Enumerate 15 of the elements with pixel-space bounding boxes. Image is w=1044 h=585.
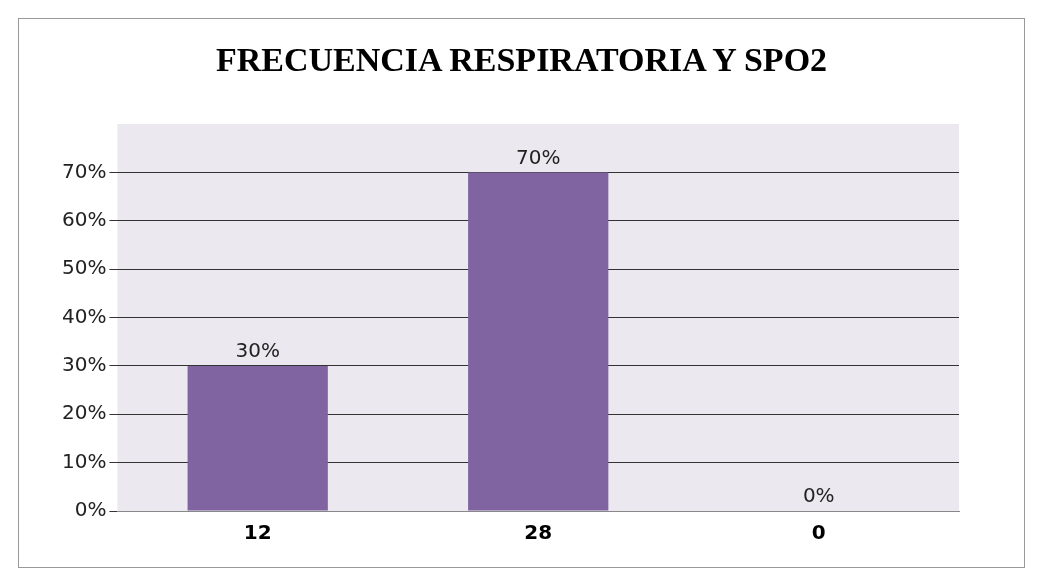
chart-title: FRECUENCIA RESPIRATORIA Y SPO2 [214,41,829,79]
y-tick-label: 50% [62,255,107,280]
y-tick-label: 10% [62,448,107,473]
x-tick-label: 0 [811,520,826,545]
data-label: 0% [802,483,835,508]
y-tick-label: 30% [62,352,107,377]
data-label: 30% [235,338,280,363]
y-tick-label: 70% [62,158,107,183]
data-label: 70% [516,144,561,169]
y-tick-label: 20% [62,400,107,425]
x-tick-label: 28 [524,520,553,545]
y-tick-label: 0% [74,497,107,522]
y-tick-label: 40% [62,303,107,328]
y-tick-label: 60% [62,206,107,231]
x-tick-label: 12 [243,520,272,545]
